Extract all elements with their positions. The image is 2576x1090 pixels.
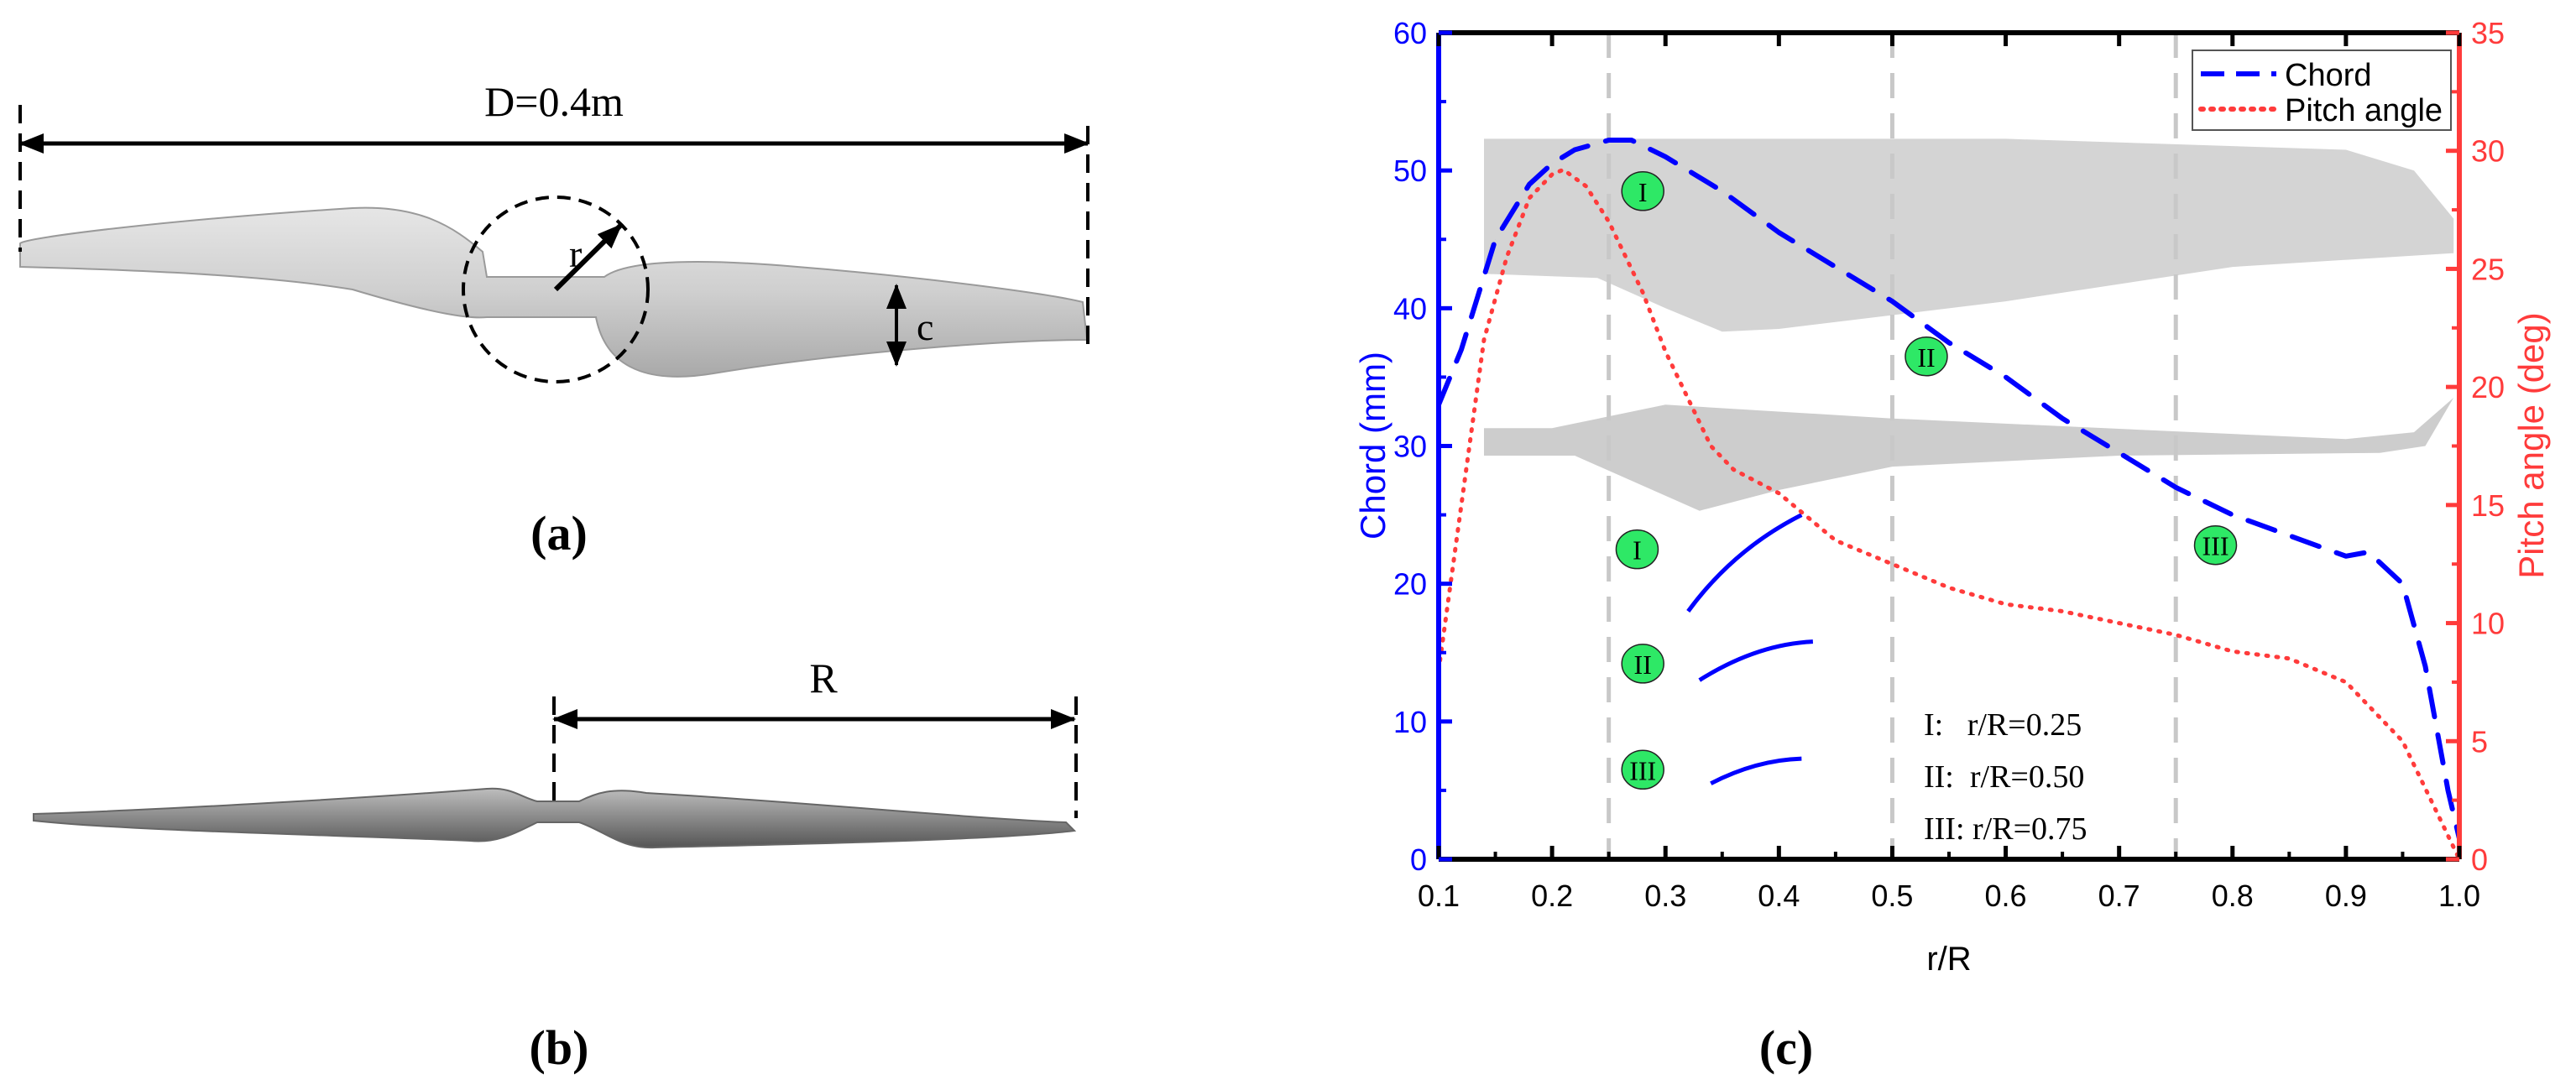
x-tick-label: 0.9 (2325, 879, 2367, 913)
section-marker-label: II (1917, 342, 1935, 373)
y-tick-label: 30 (1393, 430, 1427, 464)
x-tick-label: 0.4 (1758, 879, 1800, 913)
annotation-1: I: r/R=0.25 (1924, 707, 2082, 743)
panel-a-label: (a) (530, 506, 588, 561)
panel-a: D=0.4m r c (a) (18, 78, 1089, 561)
annotation-2: II: r/R=0.50 (1924, 759, 2084, 795)
reference-lines (1607, 33, 2178, 859)
legend-chord-label: Chord (2285, 58, 2372, 93)
propeller-side-view (33, 787, 1077, 849)
x-tick-label: 0.3 (1644, 879, 1686, 913)
y-tick-label: 20 (1393, 567, 1427, 602)
y-tick-label: 50 (1393, 154, 1427, 188)
section-marker-II (1905, 336, 1948, 377)
axes: 0.1 0.2 0.3 0.4 0.5 0.6 0.7 0.8 0.9 1.00102030405… (1393, 16, 2505, 913)
annotation-3: III: r/R=0.75 (1924, 811, 2087, 847)
chord-symbol: c (917, 305, 933, 348)
y2-tick-label: 25 (2471, 252, 2505, 286)
diameter-label: D=0.4m (484, 78, 624, 125)
section-marker-label: II (1634, 649, 1652, 680)
series-line-chord (1436, 138, 2462, 842)
hub-circle (462, 196, 650, 383)
panel-b: R (b) (33, 655, 1078, 1075)
radius-label: R (809, 655, 838, 701)
x-tick-label: 0.7 (2098, 879, 2140, 913)
y2-tick-label: 5 (2471, 724, 2488, 759)
y-tick-label: 10 (1393, 705, 1427, 739)
blade-background-images (1484, 138, 2454, 785)
y-tick-label: 0 (1410, 842, 1427, 877)
section-marker-label: III (1629, 755, 1656, 785)
radius-arrow (553, 222, 624, 292)
blade-render-top (1484, 138, 2454, 332)
section-marker-III (2193, 524, 2238, 566)
y2-tick-label: 20 (2471, 370, 2505, 404)
section-marker-II (1621, 644, 1664, 684)
x-tick-label: 0.1 (1418, 879, 1460, 913)
legend: Chord Pitch angle (2192, 50, 2452, 131)
section-marker-I (1621, 171, 1664, 211)
airfoil-section-2 (1698, 639, 1813, 682)
panel-c-label: (c) (1759, 1020, 1813, 1075)
y2-tick-label: 10 (2471, 607, 2505, 641)
y2-axis-label: Pitch angle (deg) (2511, 312, 2551, 579)
x-tick-label: 1.0 (2438, 879, 2480, 913)
legend-box (2192, 50, 2452, 131)
section-marker-label: I (1638, 177, 1648, 207)
y2-tick-label: 15 (2471, 488, 2505, 523)
airfoil-section-3 (1710, 756, 1802, 785)
x-axis-label: r/R (1926, 941, 1971, 978)
panel-b-label: (b) (530, 1020, 589, 1075)
radius-symbol: r (569, 232, 582, 275)
section-marker-label: I (1633, 535, 1642, 566)
section-marker-label: III (2202, 531, 2229, 561)
section-marker-I (1615, 529, 1659, 570)
y-axis-label: Chord (mm) (1353, 352, 1393, 540)
y2-tick-label: 30 (2471, 134, 2505, 169)
x-tick-label: 0.8 (2212, 879, 2254, 913)
section-marker-III (1621, 749, 1664, 790)
x-tick-label: 0.2 (1531, 879, 1573, 913)
y2-tick-label: 35 (2471, 16, 2505, 50)
legend-pitch-label: Pitch angle (2285, 93, 2443, 128)
airfoil-section-1 (1686, 513, 1803, 613)
x-tick-label: 0.6 (1985, 879, 2027, 913)
y2-tick-label: 0 (2471, 842, 2488, 877)
x-tick-label: 0.5 (1871, 879, 1913, 913)
propeller-top-view (19, 206, 1089, 378)
y-tick-label: 40 (1393, 291, 1427, 326)
blade-render-side (1484, 398, 2454, 511)
y-tick-label: 60 (1393, 16, 1427, 50)
